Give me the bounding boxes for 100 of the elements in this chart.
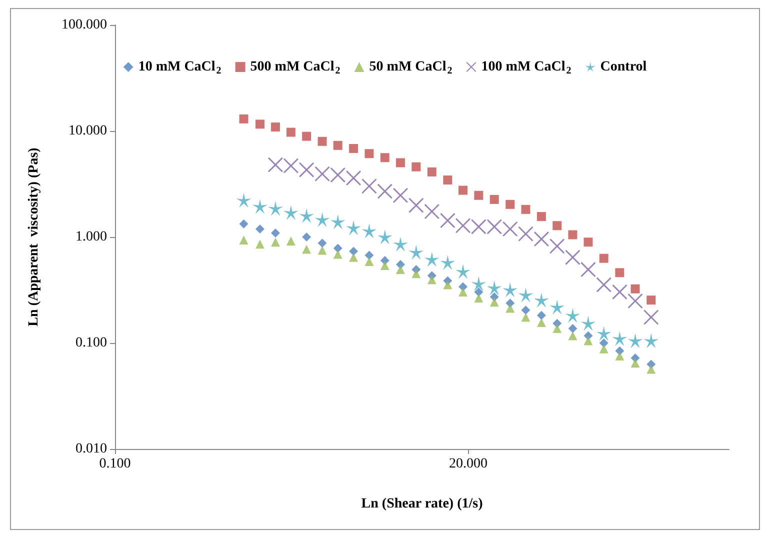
- point: [630, 284, 640, 294]
- point: [268, 157, 283, 172]
- point: [474, 190, 484, 200]
- point: [239, 219, 248, 228]
- point: [521, 312, 530, 322]
- point: [584, 238, 593, 247]
- point: [506, 200, 515, 209]
- point: [239, 114, 248, 124]
- point: [270, 228, 280, 238]
- point: [644, 310, 659, 325]
- point: [318, 136, 327, 146]
- point: [518, 287, 534, 302]
- point: [565, 308, 580, 323]
- point: [471, 276, 486, 292]
- point: [580, 262, 596, 278]
- point: [474, 287, 484, 296]
- y-tick-label: 1.000: [76, 230, 107, 244]
- point: [568, 230, 578, 240]
- point: [330, 214, 346, 230]
- legend-label: Control: [600, 60, 647, 74]
- point: [302, 244, 312, 254]
- point: [534, 232, 549, 247]
- point: [349, 144, 358, 153]
- x-tick-label: 20.000: [448, 456, 488, 472]
- point: [615, 352, 624, 360]
- point: [286, 236, 296, 246]
- point: [396, 158, 405, 168]
- point: [440, 213, 456, 228]
- point: [408, 198, 424, 213]
- point: [333, 140, 342, 150]
- point: [458, 186, 468, 195]
- point: [392, 188, 408, 203]
- point: [628, 294, 643, 309]
- point: [615, 268, 624, 278]
- point: [552, 324, 562, 334]
- point: [268, 200, 283, 216]
- point: [396, 265, 405, 274]
- point: [599, 254, 608, 263]
- point: [536, 310, 546, 320]
- point: [362, 223, 377, 238]
- point: [521, 204, 530, 214]
- point: [377, 230, 392, 244]
- point: [599, 344, 608, 354]
- point: [552, 221, 562, 230]
- point: [628, 333, 643, 348]
- point: [612, 331, 628, 346]
- point: [364, 149, 374, 158]
- point: [283, 158, 298, 174]
- point: [534, 292, 549, 308]
- point: [474, 293, 484, 302]
- y-tick-label: 100.000: [62, 18, 107, 32]
- point: [270, 238, 280, 247]
- point: [599, 338, 608, 348]
- point: [236, 192, 252, 208]
- point: [333, 244, 342, 253]
- point: [255, 120, 264, 129]
- point: [630, 358, 640, 368]
- point: [377, 184, 392, 199]
- point: [521, 306, 530, 315]
- point: [502, 282, 518, 298]
- point: [486, 219, 502, 234]
- point: [502, 221, 518, 236]
- point: [471, 219, 486, 234]
- y-tick-label: 10.000: [68, 124, 107, 138]
- point: [239, 236, 248, 245]
- point: [302, 132, 312, 141]
- y-tick-label: 0.010: [76, 442, 107, 456]
- point: [318, 246, 327, 255]
- y-axis-title: Ln (Apparent viscosity) (Pas): [26, 147, 42, 326]
- point: [299, 162, 314, 178]
- point: [458, 287, 468, 296]
- point: [424, 252, 440, 267]
- point: [333, 250, 342, 259]
- point: [270, 122, 280, 132]
- point: [318, 238, 327, 248]
- y-tick-label: 0.100: [76, 336, 107, 350]
- point: [362, 178, 377, 194]
- point: [486, 280, 502, 296]
- point: [456, 264, 471, 280]
- point: [255, 224, 264, 234]
- point: [584, 336, 593, 346]
- point: [536, 212, 546, 222]
- point: [565, 250, 580, 265]
- point: [302, 232, 312, 242]
- point: [380, 260, 390, 270]
- point: [427, 167, 436, 176]
- x-axis-title: Ln (Shear rate) (1/s): [361, 496, 484, 512]
- point: [255, 240, 264, 249]
- point: [596, 277, 612, 292]
- point: [299, 208, 314, 224]
- point: [346, 170, 362, 186]
- point: [286, 128, 296, 137]
- point: [252, 198, 268, 214]
- point: [392, 236, 408, 252]
- point: [550, 300, 565, 315]
- point: [646, 364, 656, 374]
- point: [443, 280, 452, 290]
- point: [568, 331, 578, 340]
- point: [364, 256, 374, 266]
- point: [490, 194, 499, 204]
